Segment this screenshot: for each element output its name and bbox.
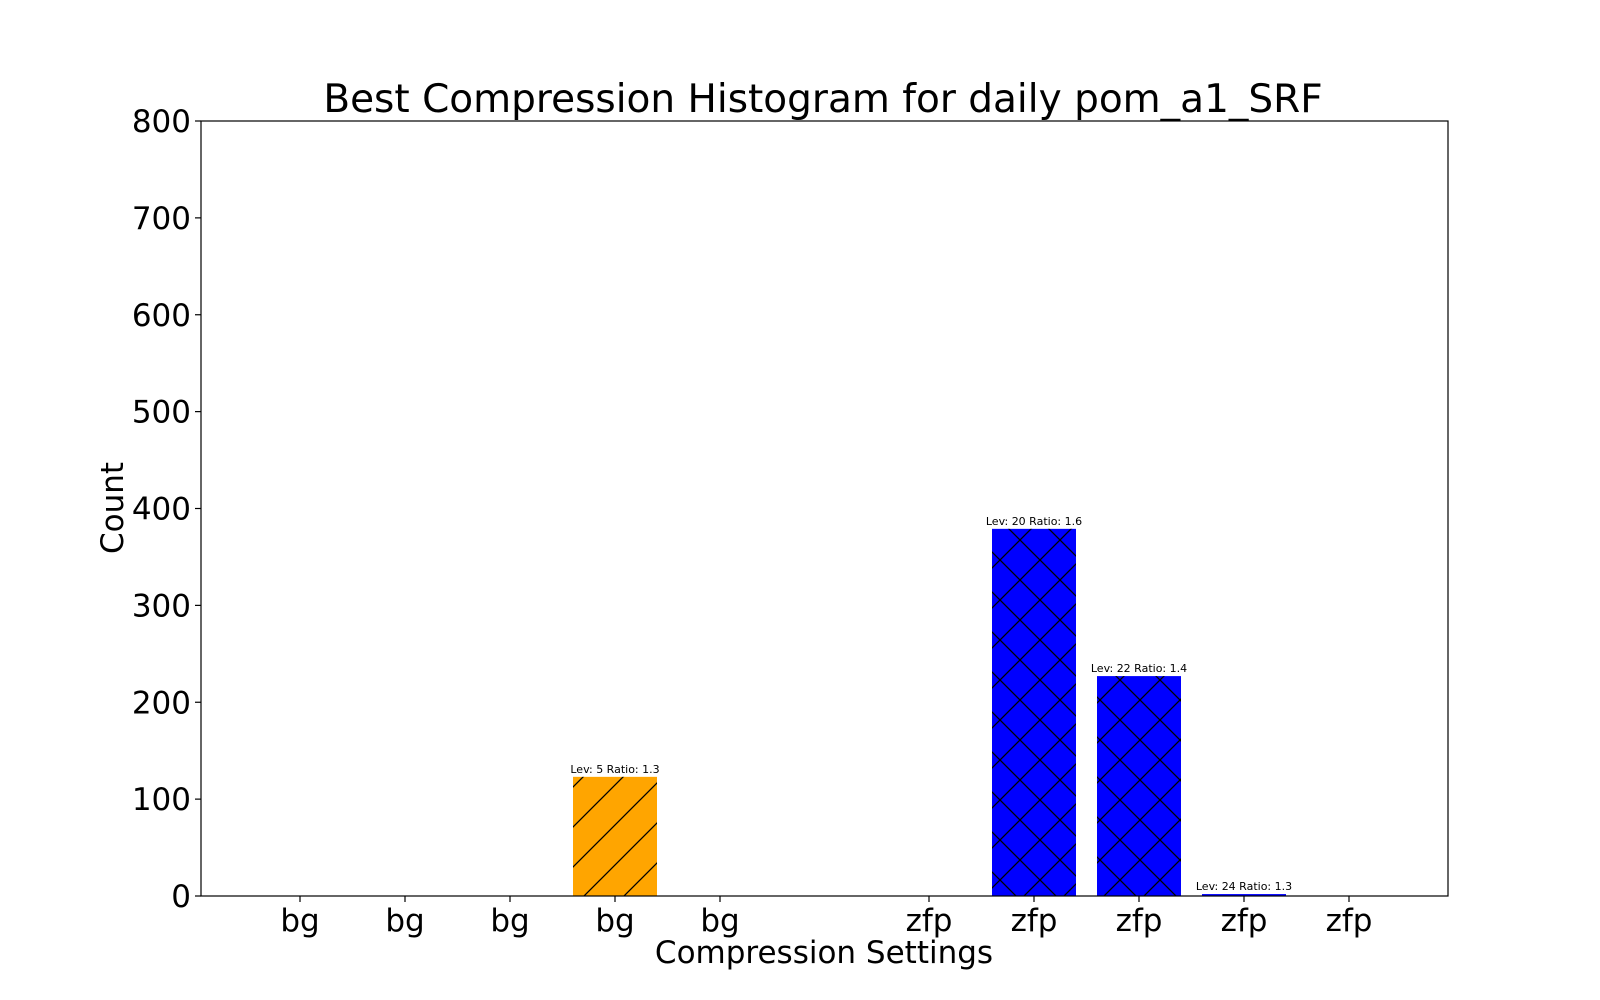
y-tick-label: 800: [132, 104, 191, 140]
bar-data-label: Lev: 22 Ratio: 1.4: [1091, 662, 1187, 675]
bars-layer: [573, 528, 1286, 896]
bar-labels-layer: Lev: 5 Ratio: 1.3 Lev: 20 Ratio: 1.6 Lev: …: [570, 515, 1292, 893]
bar-data-label: Lev: 5 Ratio: 1.3: [570, 763, 659, 776]
x-tick-label: bg: [490, 903, 529, 939]
y-axis-label: Count: [95, 462, 131, 554]
x-axis-label: Compression Settings: [655, 935, 993, 971]
y-tick-label: 0: [171, 879, 191, 915]
bar-zfp-8: [1202, 894, 1286, 896]
y-tick-label: 300: [132, 588, 191, 624]
y-tick-label: 400: [132, 492, 191, 528]
x-axis: bg bg bg bg bg zfp zfp zfp zfp zfp: [280, 896, 1372, 939]
plot-frame: [200, 120, 1449, 897]
y-tick-label: 600: [132, 298, 191, 334]
y-tick-label: 200: [132, 685, 191, 721]
chart-title: Best Compression Histogram for daily pom…: [323, 77, 1322, 122]
y-tick-label: 500: [132, 395, 191, 431]
x-tick-label: bg: [385, 903, 424, 939]
y-axis: 0 100 200 300 400 500 600 700 800: [132, 104, 201, 915]
x-tick-label: zfp: [1011, 903, 1058, 939]
x-tick-label: bg: [595, 903, 634, 939]
bar-hatch-7: [1097, 676, 1181, 896]
y-tick-label: 100: [132, 782, 191, 818]
bar-data-label: Lev: 20 Ratio: 1.6: [986, 515, 1082, 528]
bar-hatch-6: [992, 528, 1076, 896]
bar-data-label: Lev: 24 Ratio: 1.3: [1196, 880, 1292, 893]
x-tick-label: zfp: [1326, 903, 1373, 939]
x-tick-label: bg: [280, 903, 319, 939]
x-tick-label: zfp: [1221, 903, 1268, 939]
bar-hatch-3: [573, 776, 657, 896]
x-tick-label: zfp: [1116, 903, 1163, 939]
y-tick-label: 700: [132, 201, 191, 237]
x-tick-label: zfp: [906, 903, 953, 939]
x-tick-label: bg: [700, 903, 739, 939]
